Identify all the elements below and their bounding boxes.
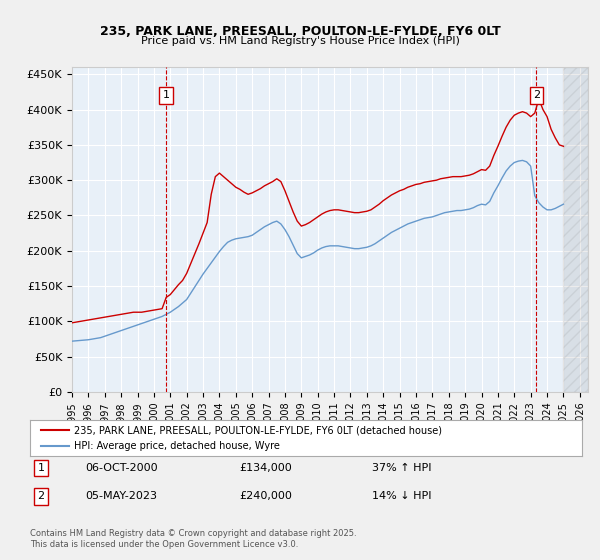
Text: 235, PARK LANE, PREESALL, POULTON-LE-FYLDE, FY6 0LT: 235, PARK LANE, PREESALL, POULTON-LE-FYL… bbox=[100, 25, 500, 38]
Text: Price paid vs. HM Land Registry's House Price Index (HPI): Price paid vs. HM Land Registry's House … bbox=[140, 36, 460, 46]
Text: 235, PARK LANE, PREESALL, POULTON-LE-FYLDE, FY6 0LT (detached house): 235, PARK LANE, PREESALL, POULTON-LE-FYL… bbox=[74, 425, 442, 435]
Text: Contains HM Land Registry data © Crown copyright and database right 2025.
This d: Contains HM Land Registry data © Crown c… bbox=[30, 529, 356, 549]
Text: 06-OCT-2000: 06-OCT-2000 bbox=[85, 463, 158, 473]
Bar bbox=[563, 67, 588, 392]
Text: 37% ↑ HPI: 37% ↑ HPI bbox=[372, 463, 432, 473]
Text: 05-MAY-2023: 05-MAY-2023 bbox=[85, 491, 157, 501]
Text: 14% ↓ HPI: 14% ↓ HPI bbox=[372, 491, 432, 501]
Text: 1: 1 bbox=[38, 463, 44, 473]
Text: £240,000: £240,000 bbox=[240, 491, 293, 501]
Text: 2: 2 bbox=[533, 91, 540, 100]
Text: 1: 1 bbox=[163, 91, 170, 100]
Text: HPI: Average price, detached house, Wyre: HPI: Average price, detached house, Wyre bbox=[74, 441, 280, 451]
Text: £134,000: £134,000 bbox=[240, 463, 293, 473]
Text: 2: 2 bbox=[37, 491, 44, 501]
